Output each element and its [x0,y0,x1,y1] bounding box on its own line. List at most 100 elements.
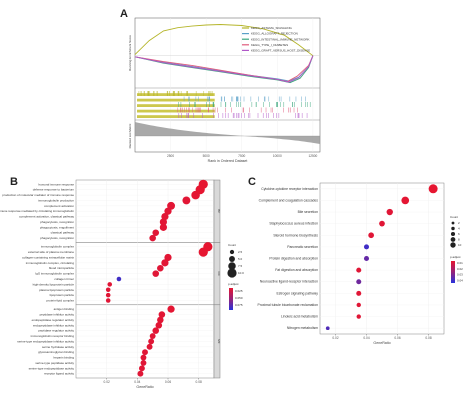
gsea-ylabel-metric: Ranked List Metric [128,123,132,148]
legend-label: KEGG_ALLOGRAFT_REJECTION [251,32,298,36]
color-legend-title: p.adjust [228,282,239,286]
pathway-label: Cytokine-cytokine receptor interaction [261,187,318,191]
xtick-label: 0.06 [165,380,171,384]
gsea-xtick: 2500 [167,154,174,158]
pathway-label: Steroid hormone biosynthesis [273,233,318,237]
term-label: complement activation [44,204,74,208]
pathway-label: Protein digestion and absorption [269,257,318,261]
term-label: immunoglobulin production [38,198,74,202]
pathway-dot [363,255,370,262]
count-legend-dot [227,268,237,278]
count-legend-dot [451,221,455,225]
term-dot [157,316,164,324]
color-legend-tick: 0.025 [235,289,243,293]
xtick-label: 0.08 [196,380,202,384]
color-legend-tick: 0.02 [457,267,463,271]
term-label: receptor ligand activity [44,372,74,376]
gsea-line-2 [134,55,314,84]
count-legend-dot [228,262,236,270]
color-legend-tick: 0.04 [457,278,463,282]
term-dot [164,253,172,262]
term-dot [159,223,168,231]
xaxis-label: GeneRatio [136,385,153,389]
term-dot [116,276,122,282]
term-label: collagen trimer [54,277,74,281]
count-legend-dot [229,249,235,255]
term-label: phagocytosis, engulfment [40,225,74,229]
term-dot [140,354,147,361]
term-dot [107,282,113,287]
gsea-line-4 [134,55,314,83]
panel-c-label: C [248,176,256,188]
term-label: classical pathway [51,231,75,235]
pathway-dot [379,220,385,227]
term-label: production of molecular mediator of immu… [2,193,74,197]
term-label: protein-lipid complex [46,299,74,303]
gsea-xtick: 10000 [273,154,282,158]
term-dot [161,259,169,267]
term-dot [152,229,160,237]
term-label: serine-type endopeptidase inhibitor acti… [17,339,74,343]
count-legend-title: Count [228,243,236,247]
pathway-dot [356,279,362,285]
legend-label: KEGG_INTESTINAL_IMMUNE_NETWORK [251,37,310,41]
count-legend-dot [229,256,235,262]
color-legend-bar [451,261,455,283]
term-dot [137,370,144,377]
term-label: serine-type peptidase activity [35,361,74,365]
hit-band [137,104,215,107]
color-legend-tick: 0.03 [457,273,463,277]
count-legend-dot [450,231,456,237]
term-label: serine hydrolase activity [42,345,75,349]
count-legend-label: 7.5 [238,264,243,268]
facet-strip-label: MF [217,339,221,343]
pathway-label: Bile secretion [298,210,318,214]
xtick-label: 0.02 [332,336,338,340]
term-dot [142,349,148,356]
term-label: external side of plasma membrane [28,250,74,254]
ranked-metric-area [135,122,320,144]
term-label: antigen binding [54,307,75,311]
term-dot [167,305,175,313]
legend-label: KEGG_ASTHMA_SIGNALING [251,26,293,30]
count-legend-label: 2.5 [238,250,243,254]
pathway-label: Nitrogen metabolism [287,326,318,330]
term-dot [159,218,168,226]
gsea-line-0 [134,24,314,57]
xtick-label: 0.04 [363,336,369,340]
color-legend-tick: 0.075 [235,303,243,307]
pathway-dot [368,232,374,239]
term-label: lipoprotein particle [50,293,75,297]
pathway-dot [401,196,410,205]
term-dot [198,247,208,257]
gsea-xtick: 12500 [308,154,317,158]
term-label: endopeptidase regulator activity [32,318,75,322]
xtick-label: 0.04 [134,380,140,384]
term-dot [105,292,111,298]
pathway-dot [386,208,393,216]
term-label: plasma lipoprotein particle [39,288,74,292]
term-dot [148,338,155,345]
xaxis-label: GeneRatio [373,341,390,345]
panel-b-label: B [10,176,18,188]
count-legend-dot [450,242,456,248]
term-dot [155,321,163,329]
gsea-xtick: 5000 [203,154,210,158]
xtick-label: 0.06 [394,336,400,340]
count-legend-dot [450,237,456,242]
term-label: humoral immune response [38,182,74,186]
pathway-label: Neuroactive ligand-receptor interaction [260,280,318,284]
count-legend-label: 2 [458,221,460,225]
hit-band [137,115,215,118]
count-legend-label: 10.0 [238,271,244,275]
term-label: blood microparticle [49,266,75,270]
count-legend-label: 6 [458,232,460,236]
term-dot [149,333,156,339]
term-label: immunoglobulin complex [41,245,75,249]
term-label: complement activation, classical pathway [19,215,74,219]
term-dot [146,343,153,350]
color-legend-bar [229,288,233,310]
term-label: immunoglobulin complex, circulating [26,261,75,265]
term-label: immunoglobulin receptor binding [31,334,75,338]
